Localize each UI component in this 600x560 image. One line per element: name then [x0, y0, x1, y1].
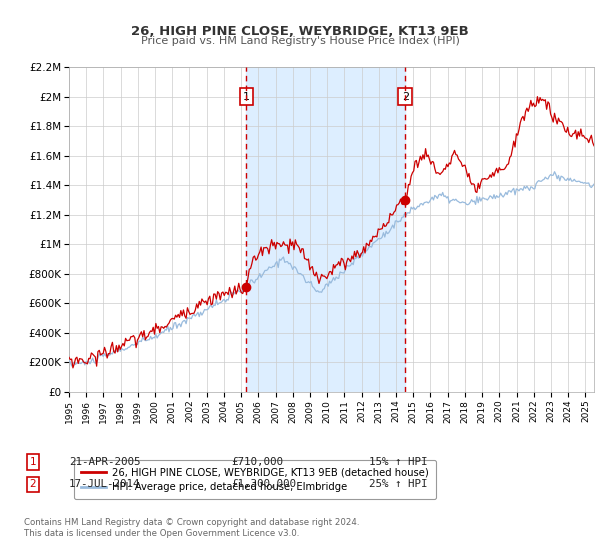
Text: 26, HIGH PINE CLOSE, WEYBRIDGE, KT13 9EB: 26, HIGH PINE CLOSE, WEYBRIDGE, KT13 9EB	[131, 25, 469, 38]
Text: 1: 1	[243, 92, 250, 102]
Text: £1,300,000: £1,300,000	[231, 479, 296, 489]
Text: 15% ↑ HPI: 15% ↑ HPI	[369, 457, 427, 467]
Text: 2: 2	[402, 92, 409, 102]
Text: This data is licensed under the Open Government Licence v3.0.: This data is licensed under the Open Gov…	[24, 529, 299, 538]
Legend: 26, HIGH PINE CLOSE, WEYBRIDGE, KT13 9EB (detached house), HPI: Average price, d: 26, HIGH PINE CLOSE, WEYBRIDGE, KT13 9EB…	[74, 460, 436, 500]
Text: 25% ↑ HPI: 25% ↑ HPI	[369, 479, 427, 489]
Text: £710,000: £710,000	[231, 457, 283, 467]
Text: 1: 1	[29, 457, 37, 467]
Text: 17-JUL-2014: 17-JUL-2014	[69, 479, 140, 489]
Text: Price paid vs. HM Land Registry's House Price Index (HPI): Price paid vs. HM Land Registry's House …	[140, 36, 460, 46]
Text: Contains HM Land Registry data © Crown copyright and database right 2024.: Contains HM Land Registry data © Crown c…	[24, 518, 359, 527]
Bar	[247, 67, 406, 392]
Text: 21-APR-2005: 21-APR-2005	[69, 457, 140, 467]
Text: 2: 2	[29, 479, 37, 489]
